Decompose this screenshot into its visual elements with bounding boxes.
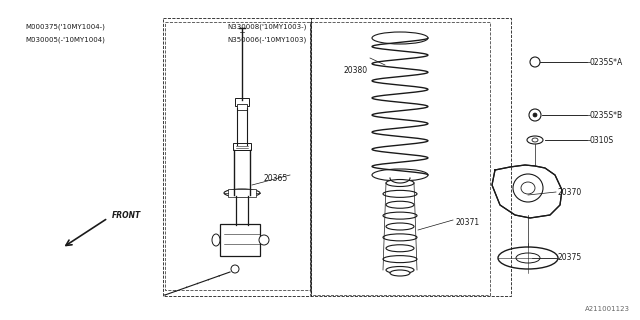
Ellipse shape <box>521 182 535 194</box>
Text: N350006(-'10MY1003): N350006(-'10MY1003) <box>227 37 307 43</box>
Ellipse shape <box>383 212 417 219</box>
Text: M030005(-'10MY1004): M030005(-'10MY1004) <box>26 37 106 43</box>
Circle shape <box>533 113 537 117</box>
Text: 0235S*B: 0235S*B <box>590 110 623 119</box>
Polygon shape <box>492 165 562 218</box>
Ellipse shape <box>390 270 410 276</box>
Ellipse shape <box>383 256 417 263</box>
Ellipse shape <box>383 190 417 197</box>
Ellipse shape <box>224 189 260 197</box>
Text: 20365: 20365 <box>264 173 288 182</box>
Ellipse shape <box>383 234 417 241</box>
Ellipse shape <box>372 169 428 181</box>
Ellipse shape <box>532 138 538 142</box>
Ellipse shape <box>386 223 414 230</box>
Ellipse shape <box>516 253 540 263</box>
Ellipse shape <box>527 136 543 144</box>
Ellipse shape <box>372 32 428 44</box>
Text: A211001123: A211001123 <box>585 306 630 312</box>
Text: 0235S*A: 0235S*A <box>590 58 623 67</box>
Bar <box>311 18 511 296</box>
Ellipse shape <box>513 174 543 202</box>
Text: 20371: 20371 <box>455 218 479 227</box>
Bar <box>163 18 311 296</box>
Bar <box>228 189 256 197</box>
Ellipse shape <box>386 201 414 208</box>
Bar <box>220 224 260 256</box>
Text: N330008('10MY1003-): N330008('10MY1003-) <box>227 23 307 29</box>
Text: 20380: 20380 <box>344 66 368 75</box>
Circle shape <box>259 235 269 245</box>
Circle shape <box>529 109 541 121</box>
Circle shape <box>530 57 540 67</box>
Text: 20375: 20375 <box>558 253 582 262</box>
Bar <box>235 98 249 106</box>
Ellipse shape <box>386 267 414 274</box>
Bar <box>233 143 251 150</box>
Ellipse shape <box>386 245 414 252</box>
Text: FRONT: FRONT <box>112 211 141 220</box>
Ellipse shape <box>212 234 220 246</box>
Text: 0310S: 0310S <box>590 135 614 145</box>
Bar <box>237 104 247 110</box>
Circle shape <box>231 265 239 273</box>
Ellipse shape <box>386 180 414 187</box>
Ellipse shape <box>498 247 558 269</box>
Text: 20370: 20370 <box>558 188 582 196</box>
Text: M000375('10MY1004-): M000375('10MY1004-) <box>26 23 106 29</box>
